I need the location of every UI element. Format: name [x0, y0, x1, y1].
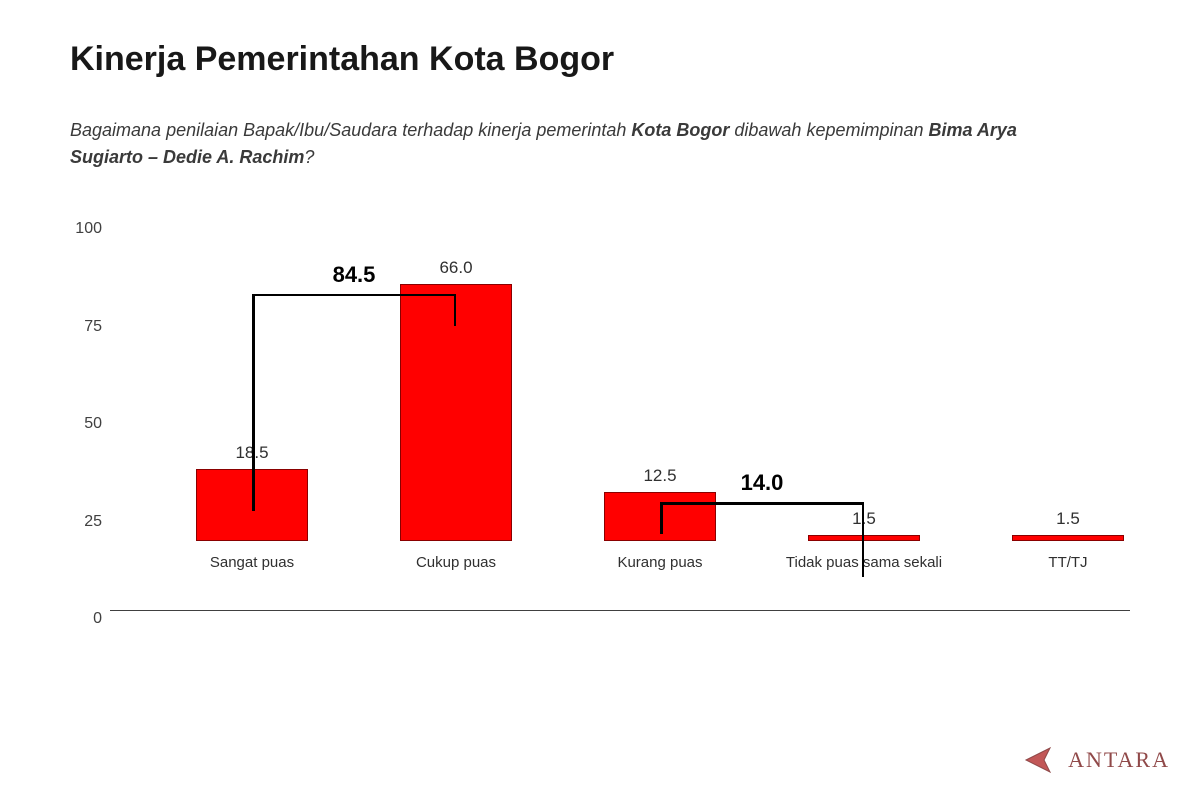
bar-category-label: Cukup puas — [416, 554, 496, 571]
chart-title: Kinerja Pemerintahan Kota Bogor — [70, 40, 1130, 79]
bar-category-label: Sangat puas — [210, 554, 294, 571]
y-tick-label: 0 — [62, 610, 102, 628]
chart-subtitle: Bagaimana penilaian Bapak/Ibu/Saudara te… — [70, 117, 1070, 171]
watermark-text: ANTARA — [1068, 747, 1170, 773]
bracket-label: 84.5 — [333, 262, 376, 288]
y-axis: 0255075100 — [70, 221, 110, 611]
y-tick-label: 75 — [62, 318, 102, 336]
watermark-icon — [1020, 740, 1060, 780]
subtitle-part: Bagaimana penilaian Bapak/Ibu/Saudara te… — [70, 120, 631, 140]
y-tick-label: 25 — [62, 513, 102, 531]
subtitle-bold: Kota Bogor — [631, 120, 729, 140]
bar-chart: 0255075100 18.5Sangat puas66.0Cukup puas… — [70, 221, 1130, 681]
page: Kinerja Pemerintahan Kota Bogor Bagaiman… — [0, 0, 1200, 800]
subtitle-part: ? — [304, 147, 314, 167]
bracket-label: 14.0 — [741, 470, 784, 496]
bar-rect — [1012, 535, 1124, 541]
bars-container: 18.5Sangat puas66.0Cukup puas12.5Kurang … — [150, 221, 1130, 541]
x-axis-line — [110, 610, 1130, 612]
plot-area: 18.5Sangat puas66.0Cukup puas12.5Kurang … — [110, 221, 1130, 611]
bar-value-label: 1.5 — [1056, 509, 1080, 529]
bar-value-label: 12.5 — [643, 466, 676, 486]
y-tick-label: 100 — [62, 220, 102, 238]
bar-value-label: 66.0 — [439, 258, 472, 278]
subtitle-part: dibawah kepemimpinan — [729, 120, 928, 140]
bar-category-label: Kurang puas — [617, 554, 702, 571]
bar-category-label: TT/TJ — [1048, 554, 1087, 571]
y-tick-label: 50 — [62, 415, 102, 433]
bar: 1.5TT/TJ — [1012, 535, 1124, 541]
watermark: ANTARA — [1020, 740, 1170, 780]
